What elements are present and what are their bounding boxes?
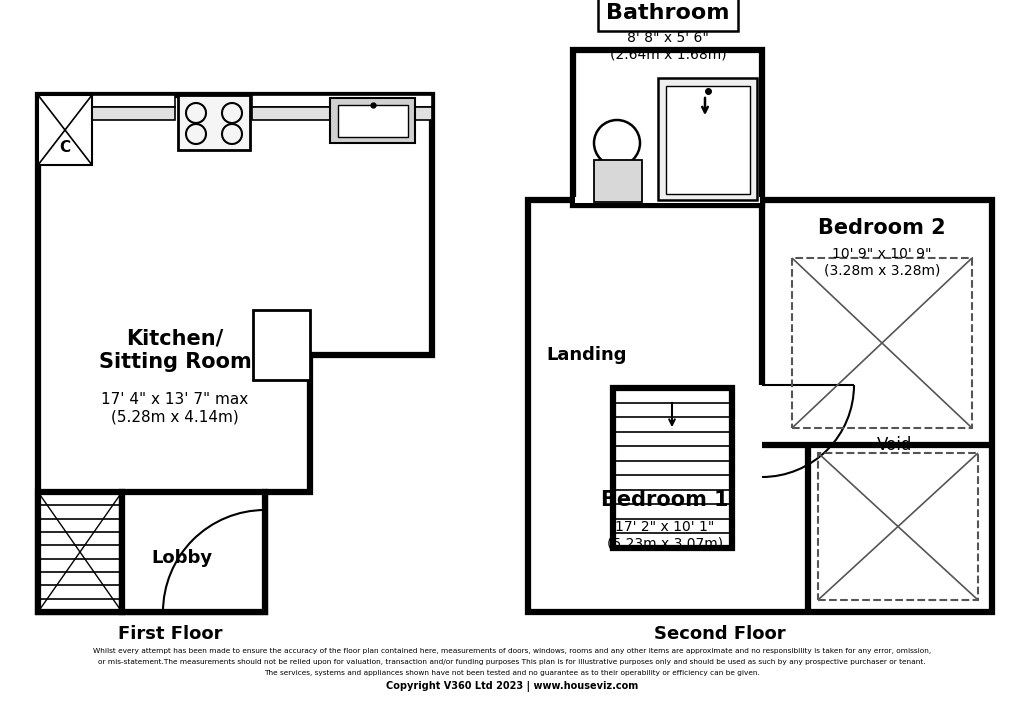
Bar: [658, 78, 757, 200]
Bar: [594, 160, 642, 202]
Bar: [666, 86, 750, 194]
Text: Void: Void: [878, 436, 912, 454]
Bar: [55, 95, 175, 107]
Bar: [330, 98, 415, 143]
Polygon shape: [38, 95, 432, 612]
Bar: [38, 492, 122, 612]
Bar: [122, 492, 265, 612]
Text: or mis-statement.The measurements should not be relied upon for valuation, trans: or mis-statement.The measurements should…: [98, 659, 926, 665]
Text: 17' 4" x 13' 7" max
(5.28m x 4.14m): 17' 4" x 13' 7" max (5.28m x 4.14m): [101, 392, 249, 424]
Bar: [178, 95, 250, 150]
Text: 17' 2" x 10' 1"
(5.23m x 3.07m): 17' 2" x 10' 1" (5.23m x 3.07m): [607, 520, 723, 550]
Text: Bedroom 2: Bedroom 2: [818, 218, 946, 238]
Text: 8' 8" x 5' 6"
(2.64m x 1.68m): 8' 8" x 5' 6" (2.64m x 1.68m): [609, 31, 726, 61]
Text: Copyright V360 Ltd 2023 | www.houseviz.com: Copyright V360 Ltd 2023 | www.houseviz.c…: [386, 682, 638, 693]
Text: 10' 9" x 10' 9"
(3.28m x 3.28m): 10' 9" x 10' 9" (3.28m x 3.28m): [824, 247, 940, 277]
Text: C: C: [59, 140, 71, 155]
Text: Whilst every attempt has been made to ensure the accuracy of the floor plan cont: Whilst every attempt has been made to en…: [93, 648, 931, 654]
Bar: [573, 50, 762, 205]
Text: The services, systems and appliances shown have not been tested and no guarantee: The services, systems and appliances sho…: [264, 670, 760, 676]
Bar: [38, 95, 92, 165]
Bar: [575, 197, 760, 203]
Bar: [253, 310, 310, 380]
Text: Bathroom: Bathroom: [606, 3, 730, 23]
Text: Second Floor: Second Floor: [654, 625, 785, 643]
Bar: [818, 453, 978, 600]
Bar: [55, 107, 175, 120]
Bar: [338, 105, 408, 137]
Bar: [528, 200, 992, 612]
Bar: [252, 95, 432, 107]
Text: Landing: Landing: [547, 346, 628, 364]
Text: First Floor: First Floor: [118, 625, 222, 643]
Text: Bedroom 1: Bedroom 1: [601, 490, 729, 510]
Bar: [792, 258, 972, 428]
Bar: [252, 107, 432, 120]
Bar: [613, 388, 732, 548]
Text: Kitchen/
Sitting Room: Kitchen/ Sitting Room: [98, 328, 251, 372]
Text: Lobby: Lobby: [152, 549, 213, 567]
